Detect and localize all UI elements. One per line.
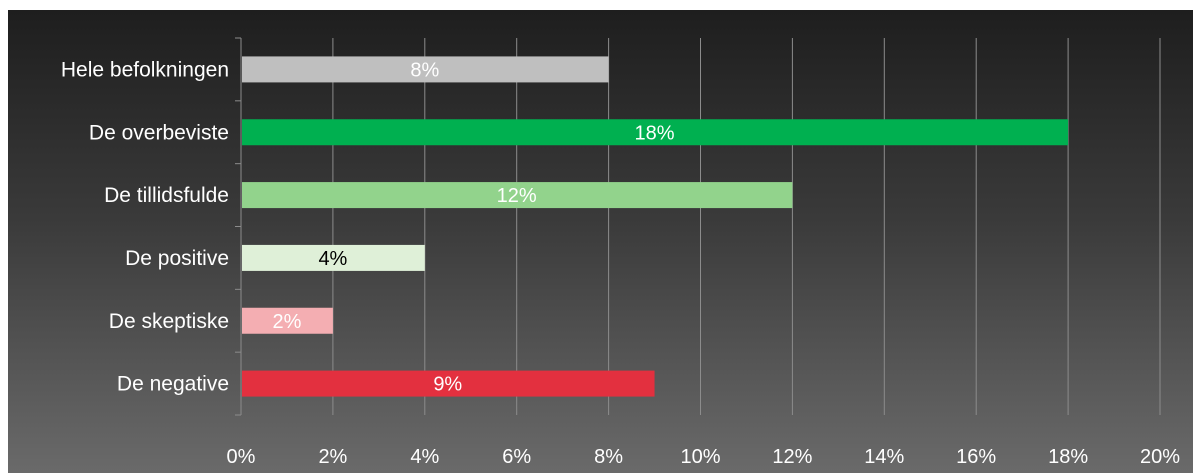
- category-label: Hele befolkningen: [61, 58, 229, 81]
- x-tick-label: 12%: [772, 446, 812, 468]
- data-label: 12%: [497, 185, 537, 207]
- data-label: 18%: [635, 122, 675, 144]
- labels: 0% 2% 4% 6% 8% 10% 12% 14% 16% 18% 20% Hele befolkn…: [61, 58, 1180, 468]
- category-label: De skeptiske: [109, 310, 229, 333]
- x-tick-label: 4%: [410, 446, 439, 468]
- category-label: De negative: [117, 373, 229, 396]
- y-axis: [235, 37, 242, 416]
- category-label: De tillidsfulde: [104, 184, 229, 207]
- x-tick-label: 0%: [227, 446, 256, 468]
- data-label: 4%: [318, 248, 347, 270]
- bar: [242, 370, 655, 397]
- data-label: 2%: [272, 311, 301, 333]
- x-tick-label: 8%: [594, 446, 623, 468]
- x-tick-label: 20%: [1140, 446, 1180, 468]
- x-tick-label: 6%: [502, 446, 531, 468]
- x-tick-label: 16%: [956, 446, 996, 468]
- category-label: De positive: [125, 247, 229, 270]
- bar: [242, 56, 609, 83]
- x-tick-label: 18%: [1048, 446, 1088, 468]
- x-tick-label: 10%: [680, 446, 720, 468]
- category-label: De overbeviste: [89, 121, 229, 144]
- data-label: 8%: [410, 59, 439, 81]
- bar-chart: 0% 2% 4% 6% 8% 10% 12% 14% 16% 18% 20% Hele befolkn…: [61, 37, 1180, 468]
- bar: [242, 182, 793, 209]
- bars: [242, 56, 1069, 397]
- chart-area: 0% 2% 4% 6% 8% 10% 12% 14% 16% 18% 20% Hele befolkn…: [8, 10, 1193, 473]
- gridlines: [332, 38, 1161, 415]
- bar: [242, 244, 425, 271]
- x-tick-label: 2%: [318, 446, 347, 468]
- bar: [242, 119, 1069, 146]
- data-label: 9%: [433, 374, 462, 396]
- bar: [242, 307, 333, 334]
- x-tick-label: 14%: [864, 446, 904, 468]
